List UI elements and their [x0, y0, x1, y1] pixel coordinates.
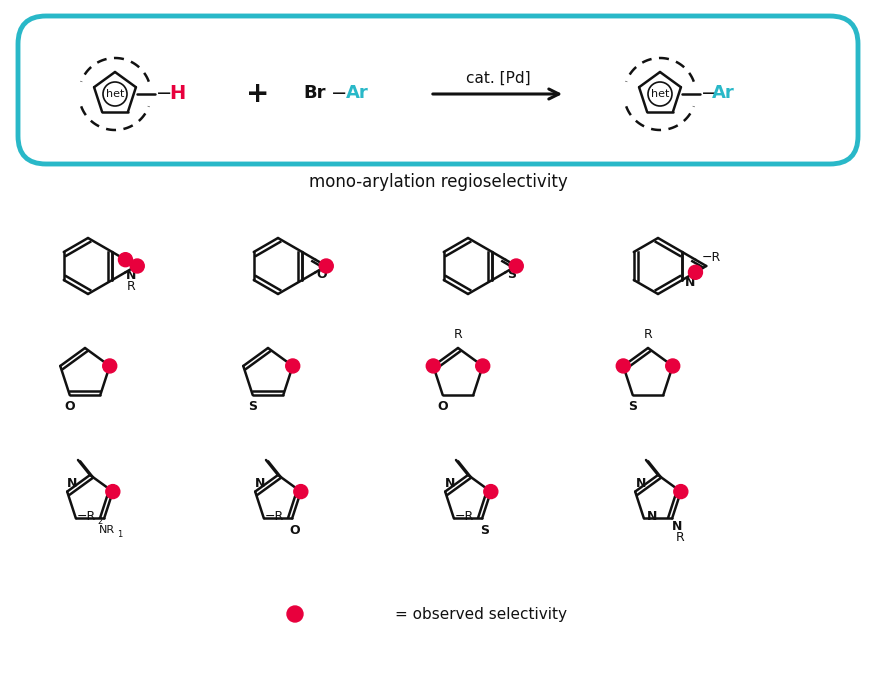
Text: R: R — [453, 328, 462, 341]
Text: 1: 1 — [118, 530, 123, 539]
Circle shape — [484, 484, 498, 498]
Circle shape — [319, 259, 333, 273]
Circle shape — [666, 359, 680, 373]
Text: NR: NR — [99, 525, 115, 535]
Text: N: N — [685, 276, 695, 289]
Circle shape — [131, 259, 144, 273]
Text: N: N — [636, 477, 646, 490]
Circle shape — [287, 606, 303, 622]
Text: N: N — [255, 477, 266, 490]
Text: O: O — [316, 268, 327, 281]
Text: het: het — [106, 89, 125, 99]
Circle shape — [103, 359, 117, 373]
Text: −: − — [701, 83, 717, 103]
Text: N: N — [67, 477, 77, 490]
Text: mono-arylation regioselectivity: mono-arylation regioselectivity — [309, 173, 567, 191]
Text: S: S — [481, 524, 489, 537]
Circle shape — [294, 484, 308, 498]
Circle shape — [286, 359, 300, 373]
Text: R: R — [644, 328, 652, 341]
Circle shape — [426, 359, 440, 373]
Text: −R: −R — [454, 510, 474, 523]
Text: Ar: Ar — [711, 84, 734, 102]
Circle shape — [106, 484, 120, 498]
Text: −R: −R — [264, 510, 283, 523]
Text: 2: 2 — [97, 517, 103, 526]
Circle shape — [510, 259, 524, 273]
Text: R: R — [676, 531, 684, 544]
Text: O: O — [64, 400, 75, 412]
Text: −R: −R — [702, 251, 721, 264]
Text: O: O — [289, 524, 301, 537]
Circle shape — [674, 484, 688, 498]
Circle shape — [617, 359, 631, 373]
Circle shape — [688, 265, 702, 279]
Text: N: N — [445, 477, 455, 490]
Text: S: S — [507, 268, 516, 281]
Text: N: N — [646, 510, 657, 523]
Text: −: − — [156, 83, 172, 103]
Text: O: O — [438, 400, 448, 412]
Text: +: + — [246, 80, 270, 108]
Circle shape — [118, 253, 132, 266]
FancyBboxPatch shape — [18, 16, 858, 164]
Text: het: het — [651, 89, 669, 99]
Text: N: N — [672, 520, 682, 533]
Text: S: S — [628, 400, 638, 412]
Text: R: R — [127, 280, 136, 293]
Text: −: − — [331, 83, 347, 103]
Circle shape — [475, 359, 489, 373]
Text: = observed selectivity: = observed selectivity — [395, 607, 567, 622]
Text: −R: −R — [76, 510, 96, 523]
Text: H: H — [169, 83, 185, 103]
Text: Ar: Ar — [346, 84, 368, 102]
Text: N: N — [126, 269, 137, 282]
Text: Br: Br — [303, 84, 326, 102]
Text: S: S — [248, 400, 257, 412]
Text: cat. [Pd]: cat. [Pd] — [466, 71, 531, 85]
